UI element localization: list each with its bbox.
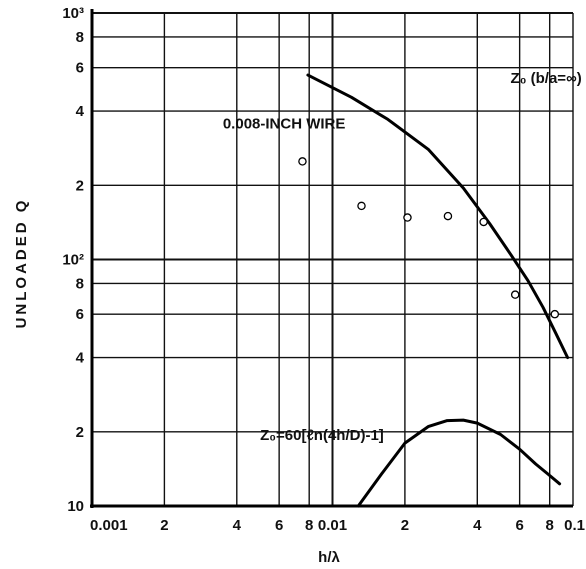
x-tick-label: 0.001: [90, 517, 128, 534]
data-point: [443, 211, 453, 221]
series-line: [356, 418, 562, 508]
y-tick-label: 4: [76, 103, 85, 120]
y-tick-label: 8: [76, 275, 84, 292]
y-tick-label: 10²: [62, 252, 84, 269]
x-tick-label: 0.1: [564, 517, 585, 534]
annotation-label: Z₀=60[ℓn(4h/D)-1]: [260, 427, 384, 444]
x-tick-label: 4: [233, 517, 242, 534]
y-tick-label: 2: [76, 424, 84, 441]
x-tick-label: 6: [515, 517, 523, 534]
y-axis-label: UNLOADED Q: [13, 198, 30, 329]
data-point: [510, 290, 520, 299]
x-axis-label: h/λ: [318, 549, 340, 566]
annotation-label: Z₀ (b/a=∞): [511, 70, 582, 87]
tick-labels: 10 2 4 6 8 10² 2 4 6 8 10³ 0.001 2 4 6 8 0.01 2 4 6 8 0.1: [62, 5, 585, 534]
y-tick-label: 6: [76, 60, 84, 77]
data-point: [403, 213, 412, 222]
x-tick-label: 6: [275, 517, 283, 534]
x-tick-label: 2: [160, 517, 168, 534]
x-tick-label: 4: [473, 517, 482, 534]
data-point: [298, 157, 307, 166]
x-tick-label: 0.01: [318, 517, 347, 534]
data-point: [550, 309, 560, 319]
y-tick-label: 10³: [62, 5, 84, 22]
x-tick-label: 2: [401, 517, 409, 534]
y-tick-label: 2: [76, 177, 84, 194]
data-point: [357, 201, 366, 211]
y-tick-label: 10: [67, 498, 84, 515]
annotation-label: 0.008-INCH WIRE: [223, 115, 346, 132]
y-tick-label: 8: [76, 29, 84, 46]
x-tick-label: 8: [546, 517, 554, 534]
data-series: [298, 73, 570, 508]
annotations: Z₀ (b/a=∞) 0.008-INCH WIRE Z₀=60[ℓn(4h/D)-…: [223, 70, 582, 444]
x-tick-label: 8: [305, 517, 313, 534]
axes: [90, 9, 573, 508]
y-tick-label: 6: [76, 306, 84, 323]
data-point: [479, 217, 488, 227]
y-tick-label: 4: [76, 350, 85, 367]
series-line: [306, 73, 570, 360]
